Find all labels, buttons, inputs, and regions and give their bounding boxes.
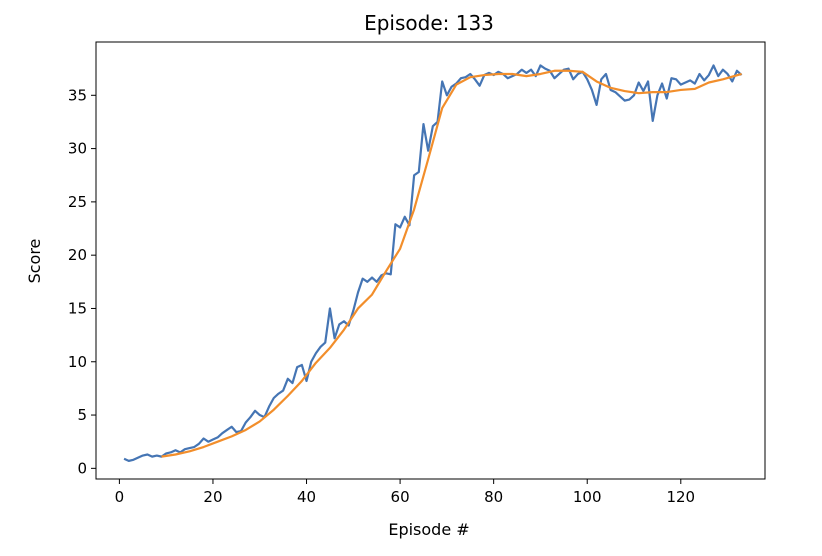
y-tick-label: 25 xyxy=(68,193,87,211)
series-line-1 xyxy=(123,64,743,462)
x-tick-label: 100 xyxy=(573,488,602,506)
y-tick-label: 15 xyxy=(68,299,87,317)
x-tick-label: 80 xyxy=(484,488,503,506)
plot-area xyxy=(123,64,743,462)
x-tick-label: 40 xyxy=(297,488,316,506)
y-tick-label: 20 xyxy=(68,246,87,264)
y-tick-label: 35 xyxy=(68,86,87,104)
x-tick-label: 0 xyxy=(115,488,125,506)
x-axis: 0 20 40 60 80 100 120 xyxy=(115,479,695,506)
series-line-2 xyxy=(161,69,742,458)
chart-title: Episode: 133 xyxy=(364,11,494,35)
y-tick-label: 30 xyxy=(68,140,87,158)
y-tick-label: 0 xyxy=(77,459,87,477)
x-tick-label: 120 xyxy=(666,488,695,506)
y-tick-label: 10 xyxy=(68,353,87,371)
x-tick-label: 20 xyxy=(203,488,222,506)
y-axis: 0 5 10 15 20 25 30 35 xyxy=(68,86,96,477)
x-tick-label: 60 xyxy=(391,488,410,506)
plot-frame xyxy=(95,41,766,480)
y-tick-label: 5 xyxy=(77,406,87,424)
y-axis-label: Score xyxy=(25,239,44,284)
x-axis-label: Episode # xyxy=(388,520,469,539)
